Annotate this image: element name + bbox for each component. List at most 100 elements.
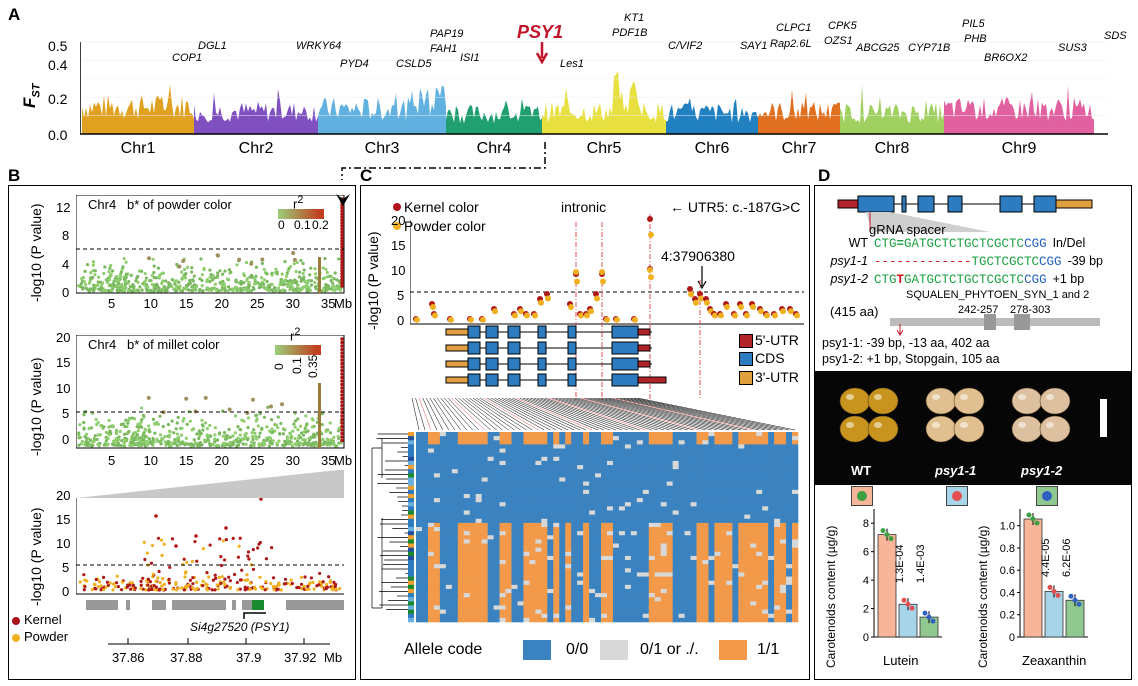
haplotype-cell [642, 444, 650, 449]
haplotype-cell [571, 514, 578, 520]
haplotype-cell [505, 444, 512, 449]
haplotype-cell [433, 477, 441, 482]
haplotype-cell [565, 531, 572, 536]
haplotype-cell [505, 436, 512, 441]
haplotype-cell [427, 576, 435, 581]
snp-point [234, 278, 238, 282]
haplotype-cell [577, 531, 584, 536]
haplotype-cell [583, 605, 590, 610]
haplotype-cell [792, 506, 799, 511]
haplotype-cell [660, 547, 667, 553]
haplotype-cell [481, 444, 488, 449]
haplotype-cell [678, 531, 685, 536]
haplotype-cell [654, 547, 662, 553]
snp-point [274, 423, 279, 427]
haplotype-cell [517, 547, 524, 553]
haplotype-cell [427, 527, 435, 532]
haplotype-cell [463, 514, 471, 520]
haplotype-cell [523, 510, 530, 515]
haplotype-cell [547, 535, 554, 540]
haplotype-cell [535, 510, 542, 515]
snp-point [102, 425, 106, 429]
gene-label: PDF1B [612, 27, 648, 39]
haplotype-cell [499, 588, 506, 594]
snp-point [87, 289, 92, 293]
cds-legend: CDS [755, 350, 785, 366]
haplotype-cell [541, 613, 548, 619]
snp-point [292, 257, 297, 262]
haplotype-cell [690, 568, 697, 573]
haplotype-cell [672, 432, 679, 437]
haplotype-cell [565, 448, 572, 453]
snp-point [337, 426, 341, 430]
haplotype-cell [589, 440, 596, 445]
haplotype-cell [702, 489, 709, 495]
haplotype-cell [499, 568, 506, 573]
haplotype-cell [547, 555, 554, 561]
haplotype-cell [750, 531, 757, 536]
haplotype-cell [726, 555, 733, 561]
haplotype-cell [487, 481, 494, 486]
snp-point [79, 285, 83, 289]
haplotype-cell [511, 481, 518, 486]
haplotype-cell [481, 560, 488, 565]
haplotype-cell [577, 568, 584, 573]
population-strip [408, 547, 414, 553]
haplotype-cell [416, 555, 423, 561]
snp-point [174, 289, 178, 293]
haplotype-cell [648, 514, 656, 520]
haplotype-cell [595, 444, 602, 449]
haplotype-cell [511, 456, 518, 462]
haplotype-cell [732, 469, 739, 474]
haplotype-cell [589, 605, 596, 610]
haplotype-cell [630, 436, 638, 441]
haplotype-cell [451, 584, 459, 590]
haplotype-cell [475, 551, 482, 557]
haplotype-cell [690, 498, 697, 503]
psy1-gene-label: Si4g27520 (PSY1) [190, 620, 290, 634]
regional-point [248, 581, 252, 585]
snp-point [143, 271, 147, 276]
haplotype-cell [738, 568, 745, 573]
haplotype-cell [714, 560, 721, 565]
haplotype-cell [463, 460, 471, 466]
haplotype-cell [535, 460, 542, 466]
haplotype-cell [666, 493, 673, 499]
haplotype-cell [589, 609, 596, 615]
snp-point [151, 417, 156, 421]
haplotype-cell [589, 551, 596, 557]
snp-point [262, 442, 266, 446]
haplotype-cell [601, 572, 608, 577]
c-powder-point [648, 274, 654, 281]
haplotype-cell [469, 601, 476, 606]
haplotype-cell [607, 460, 614, 466]
haplotype-cell [523, 436, 530, 441]
snp-point [340, 266, 344, 270]
haplotype-cell [499, 593, 506, 598]
haplotype-cell [463, 444, 471, 449]
cds-exon [467, 325, 481, 339]
haplotype-cell [451, 605, 459, 610]
haplotype-cell [708, 572, 715, 577]
haplotype-cell [642, 613, 650, 619]
haplotype-cell [601, 539, 608, 544]
snp-point [340, 438, 344, 443]
haplotype-cell [726, 527, 733, 532]
haplotype-cell [792, 597, 799, 602]
haplotype-cell [457, 448, 465, 453]
haplotype-cell [535, 432, 542, 437]
haplotype-cell [618, 597, 626, 602]
haplotype-cell [684, 448, 691, 453]
haplotype-cell [481, 518, 488, 524]
haplotype-cell [565, 440, 572, 445]
haplotype-cell [481, 568, 488, 573]
snp-point [159, 442, 163, 446]
haplotype-cell [607, 477, 614, 482]
haplotype-cell [732, 481, 739, 486]
haplotype-cell [702, 498, 709, 503]
haplotype-cell [523, 493, 530, 499]
haplotype-cell [732, 448, 739, 453]
haplotype-cell [612, 539, 620, 544]
haplotype-cell [433, 489, 441, 495]
haplotype-cell [469, 469, 476, 474]
